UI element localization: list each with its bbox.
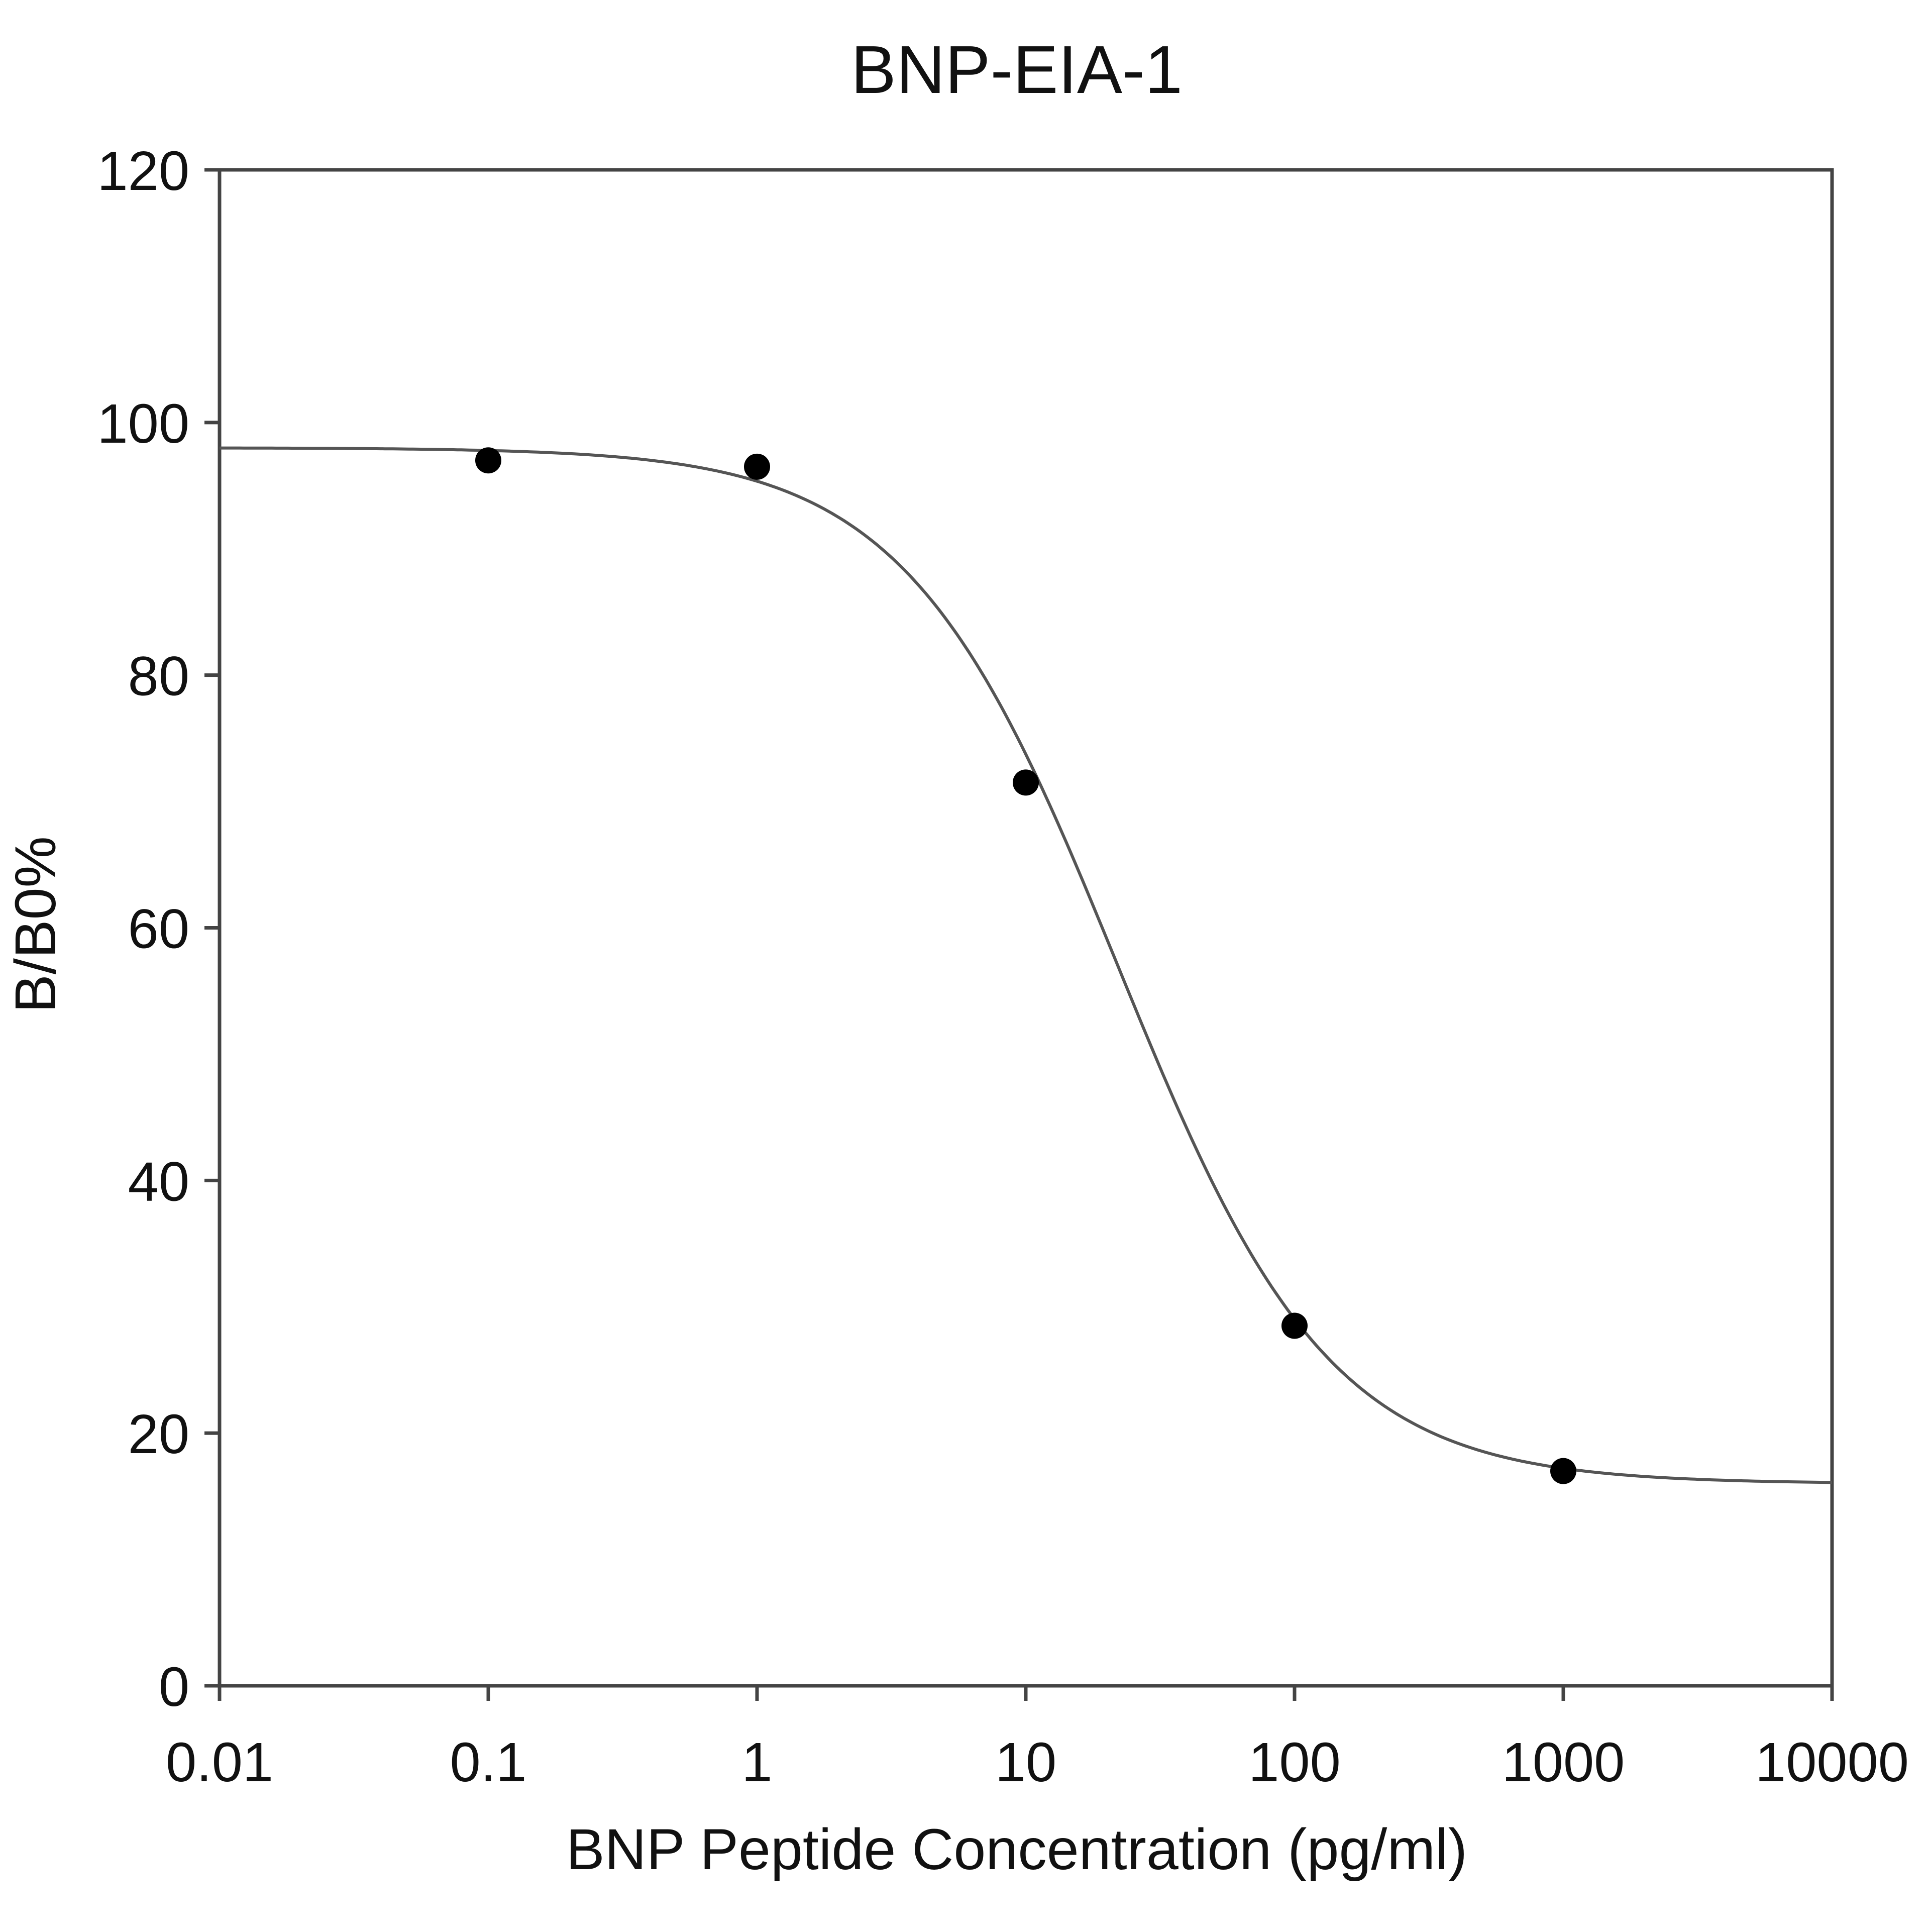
data-point [1281, 1312, 1308, 1339]
y-tick-label: 20 [128, 1403, 189, 1465]
x-tick-label: 1000 [1502, 1732, 1625, 1793]
data-point [475, 447, 501, 474]
data-point [744, 453, 770, 480]
y-axis: 0 20 40 60 80 100 120 [97, 140, 220, 1718]
y-tick-label: 100 [97, 393, 189, 455]
x-tick-label: 0.01 [166, 1732, 273, 1793]
y-axis-label: B/B0% [4, 836, 68, 1013]
plot-frame [218, 168, 1834, 1688]
fit-curve [220, 446, 1833, 1484]
x-axis-label: BNP Peptide Concentration (pg/ml) [566, 1817, 1467, 1882]
y-tick-label: 0 [159, 1656, 189, 1718]
x-tick-label: 100 [1248, 1732, 1341, 1793]
x-tick-label: 10000 [1755, 1732, 1909, 1793]
plot-border [218, 168, 1834, 1688]
data-point [1013, 769, 1039, 796]
y-tick-label: 80 [128, 646, 189, 707]
y-tick-label: 40 [128, 1151, 189, 1212]
x-axis: 0.01 0.1 1 10 100 1000 10000 [166, 1686, 1909, 1793]
y-tick-label: 120 [97, 140, 189, 202]
y-tick-label: 60 [128, 898, 189, 960]
data-point [1550, 1458, 1576, 1484]
data-points [475, 447, 1576, 1484]
x-tick-label: 0.1 [450, 1732, 527, 1793]
x-tick-label: 1 [741, 1732, 772, 1793]
x-tick-label: 10 [995, 1732, 1056, 1793]
chart-title: BNP-EIA-1 [851, 32, 1183, 108]
